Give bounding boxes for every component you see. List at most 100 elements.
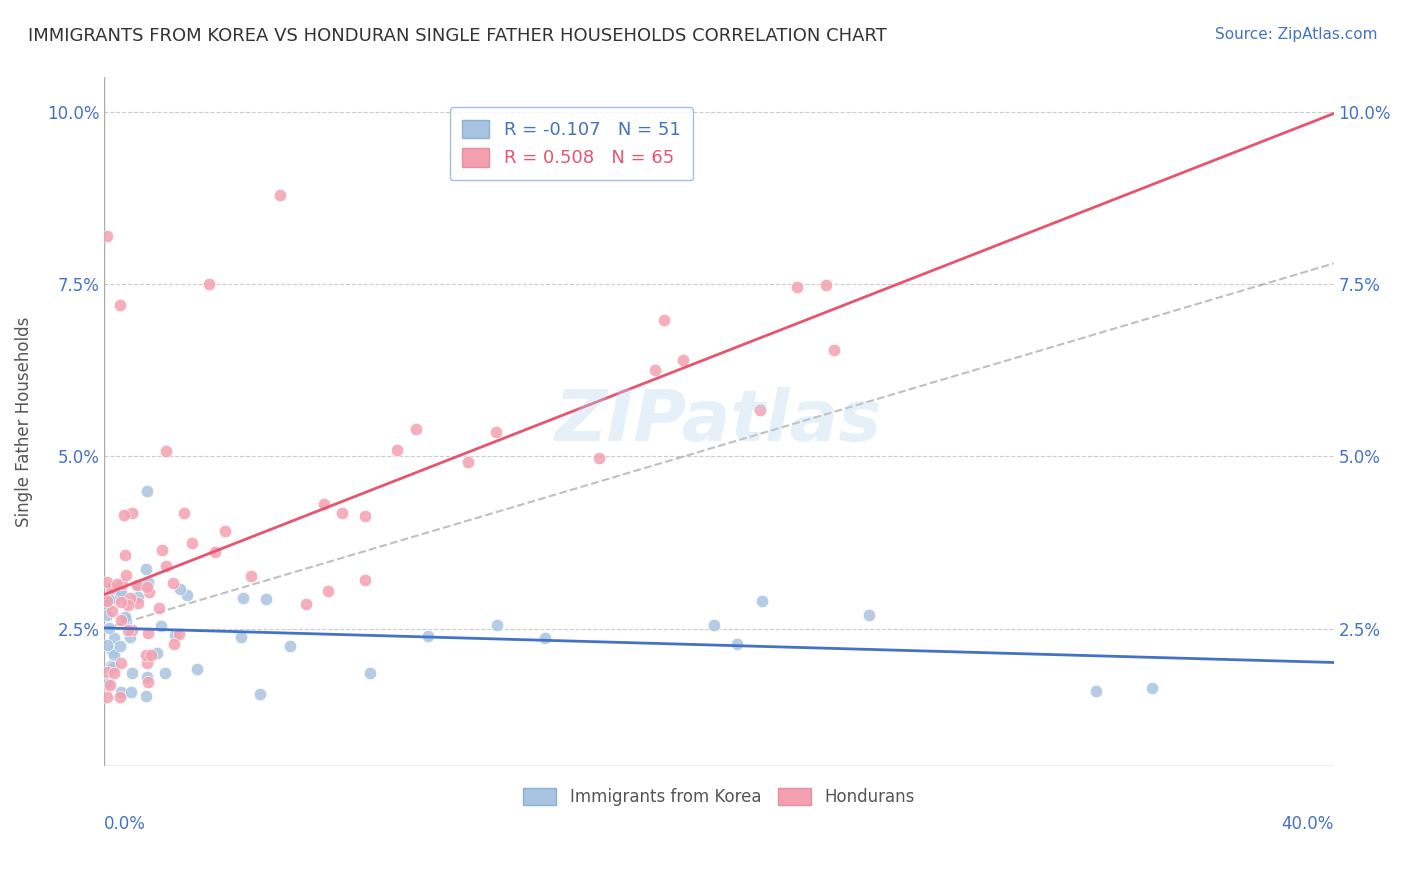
Point bbox=[101, 590, 124, 604]
Point bbox=[823, 343, 845, 358]
Point bbox=[120, 684, 142, 698]
Point bbox=[405, 422, 427, 436]
Point bbox=[114, 549, 136, 563]
Point bbox=[128, 596, 150, 610]
Point bbox=[146, 646, 169, 660]
Point bbox=[332, 506, 354, 520]
Point bbox=[138, 626, 160, 640]
Point bbox=[751, 594, 773, 608]
Point bbox=[118, 591, 141, 606]
Point bbox=[644, 363, 666, 377]
Point bbox=[155, 444, 177, 458]
Point bbox=[136, 580, 159, 594]
Text: IMMIGRANTS FROM KOREA VS HONDURAN SINGLE FATHER HOUSEHOLDS CORRELATION CHART: IMMIGRANTS FROM KOREA VS HONDURAN SINGLE… bbox=[28, 27, 887, 45]
Point bbox=[703, 618, 725, 632]
Point bbox=[786, 280, 808, 294]
Point bbox=[232, 591, 254, 606]
Point bbox=[135, 670, 157, 684]
Point bbox=[98, 678, 121, 692]
Point bbox=[138, 585, 160, 599]
Point bbox=[96, 228, 118, 243]
Point bbox=[101, 604, 124, 618]
Point bbox=[534, 631, 557, 645]
Point bbox=[110, 613, 132, 627]
Point bbox=[100, 581, 122, 595]
Point bbox=[111, 577, 134, 591]
Point bbox=[198, 277, 221, 292]
Point bbox=[103, 666, 125, 681]
Point bbox=[108, 639, 131, 653]
Point bbox=[173, 506, 195, 520]
Point bbox=[96, 638, 118, 652]
Point bbox=[115, 568, 138, 582]
Point bbox=[181, 536, 204, 550]
Point bbox=[114, 610, 136, 624]
Point bbox=[457, 455, 479, 469]
Point bbox=[101, 660, 124, 674]
Point bbox=[295, 597, 318, 611]
Text: ZIPatlas: ZIPatlas bbox=[555, 387, 883, 457]
Point bbox=[148, 601, 170, 615]
Point bbox=[117, 598, 139, 612]
Point bbox=[127, 578, 149, 592]
Point bbox=[127, 590, 149, 604]
Point bbox=[136, 574, 159, 589]
Point bbox=[485, 425, 508, 439]
Point bbox=[150, 542, 173, 557]
Point bbox=[96, 594, 118, 608]
Point bbox=[136, 484, 159, 499]
Point bbox=[418, 629, 440, 643]
Point bbox=[1085, 683, 1108, 698]
Point bbox=[385, 443, 408, 458]
Y-axis label: Single Father Households: Single Father Households bbox=[15, 317, 32, 527]
Point bbox=[141, 648, 163, 662]
Point bbox=[167, 627, 190, 641]
Point bbox=[112, 508, 135, 522]
Point bbox=[186, 662, 208, 676]
Point bbox=[153, 665, 176, 680]
Point bbox=[103, 648, 125, 662]
Point bbox=[121, 506, 143, 520]
Point bbox=[110, 595, 132, 609]
Point bbox=[103, 582, 125, 596]
Point bbox=[163, 637, 186, 651]
Point bbox=[100, 659, 122, 673]
Point bbox=[110, 656, 132, 670]
Point bbox=[749, 403, 772, 417]
Point bbox=[254, 592, 277, 607]
Point bbox=[240, 569, 263, 583]
Point bbox=[121, 624, 143, 638]
Point bbox=[105, 576, 128, 591]
Point bbox=[204, 545, 226, 559]
Point bbox=[214, 524, 236, 538]
Point bbox=[96, 677, 118, 691]
Point bbox=[588, 451, 610, 466]
Point bbox=[98, 621, 121, 635]
Point bbox=[150, 618, 173, 632]
Point bbox=[96, 607, 118, 622]
Point bbox=[815, 278, 838, 293]
Point bbox=[120, 630, 142, 644]
Point bbox=[727, 637, 749, 651]
Point bbox=[354, 574, 377, 588]
Point bbox=[155, 559, 177, 574]
Point bbox=[136, 674, 159, 689]
Point bbox=[121, 665, 143, 680]
Text: 0.0%: 0.0% bbox=[104, 814, 146, 832]
Point bbox=[858, 607, 880, 622]
Point bbox=[278, 639, 301, 653]
Point bbox=[485, 618, 508, 632]
Point bbox=[354, 508, 377, 523]
Point bbox=[672, 352, 695, 367]
Point bbox=[359, 666, 381, 681]
Point bbox=[176, 588, 198, 602]
Point bbox=[96, 665, 118, 680]
Point bbox=[269, 187, 291, 202]
Point bbox=[110, 684, 132, 698]
Point bbox=[1140, 681, 1163, 696]
Point bbox=[165, 628, 187, 642]
Text: Source: ZipAtlas.com: Source: ZipAtlas.com bbox=[1215, 27, 1378, 42]
Point bbox=[231, 630, 253, 644]
Point bbox=[110, 585, 132, 599]
Point bbox=[108, 690, 131, 705]
